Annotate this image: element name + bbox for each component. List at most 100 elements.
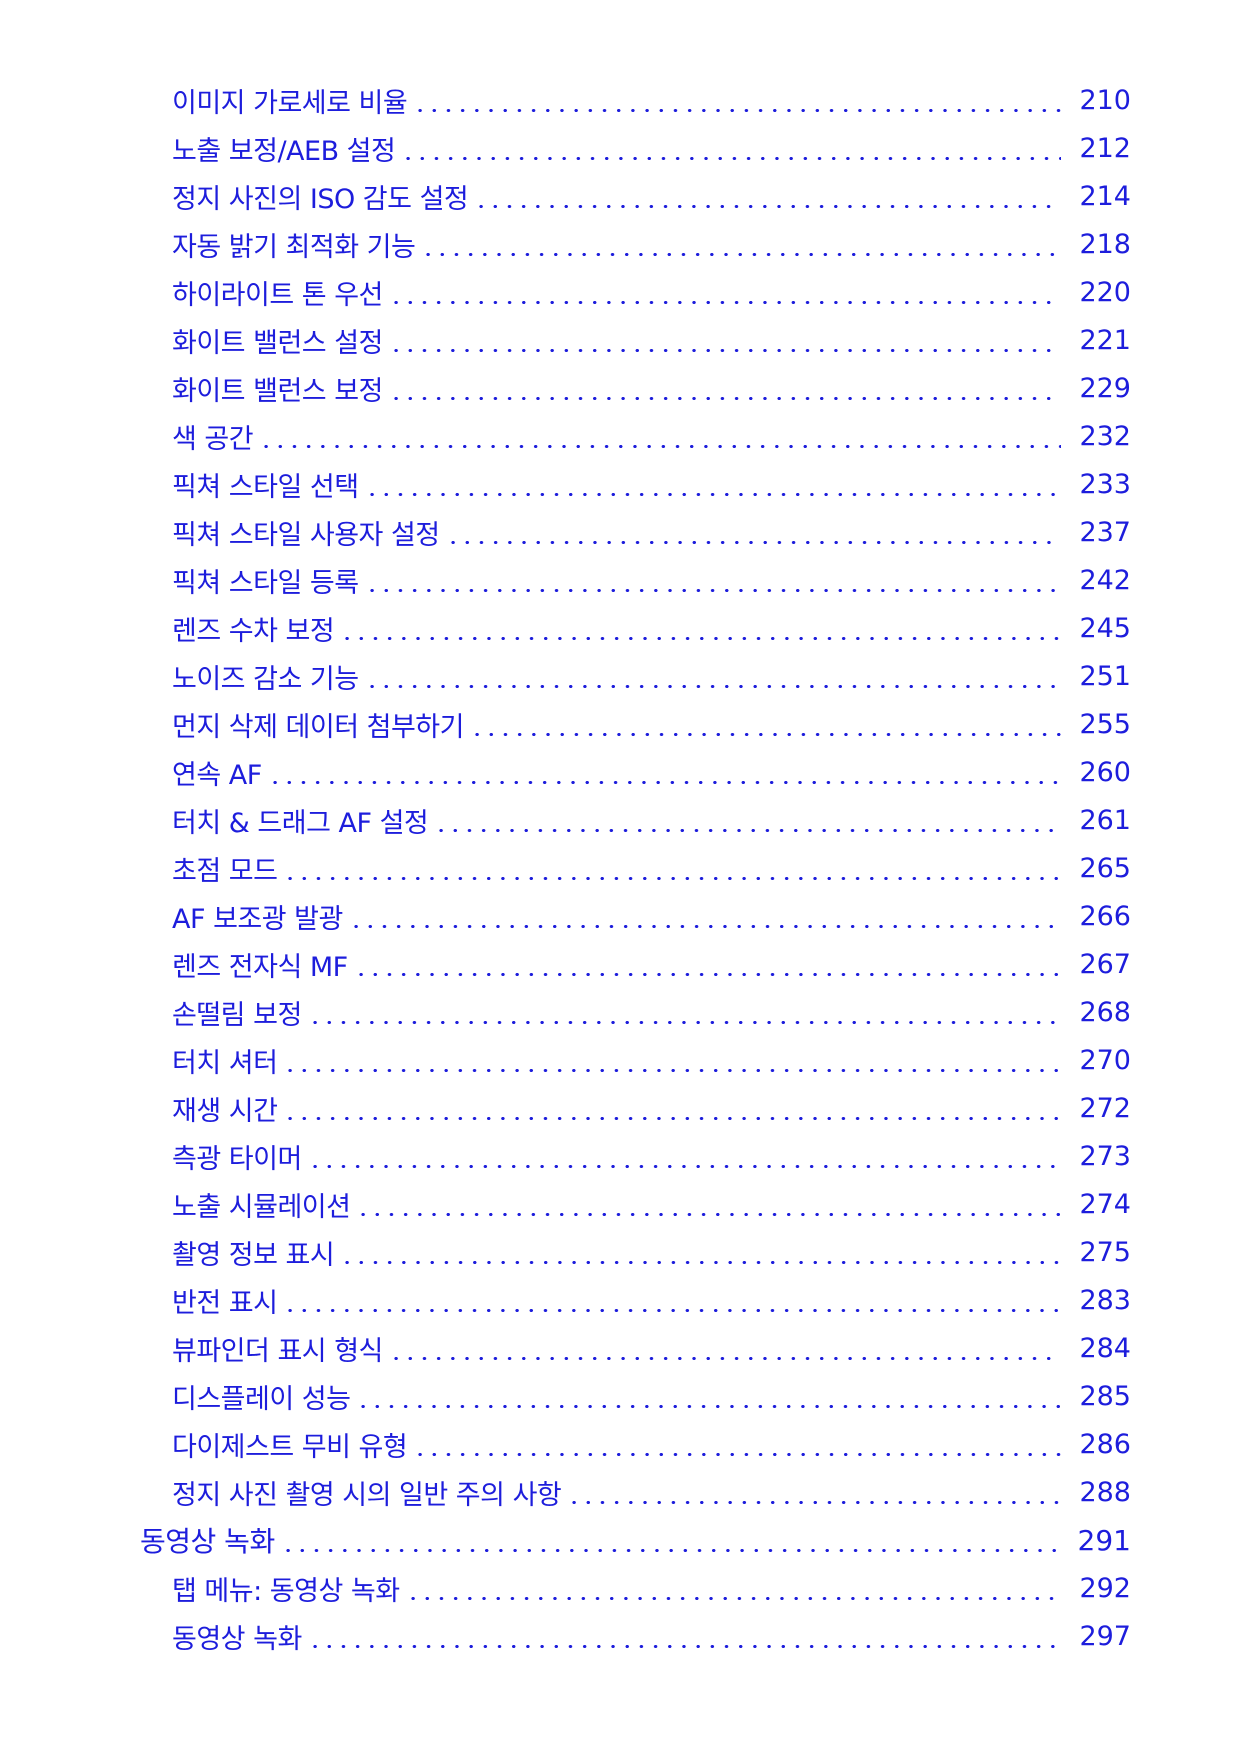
toc-entry[interactable]: 먼지 삭제 데이터 첨부하기 255	[0, 700, 1241, 748]
toc-entry[interactable]: 초점 모드 265	[0, 844, 1241, 892]
toc-dot-leader	[421, 253, 1062, 256]
toc-entry-title: 터치 셔터	[172, 1047, 278, 1079]
toc-entry-page-number: 220	[1079, 276, 1131, 308]
toc-entry-title: 탭 메뉴: 동영상 녹화	[172, 1575, 400, 1607]
toc-dot-leader	[283, 877, 1062, 880]
toc-entry-title: 재생 시간	[172, 1095, 278, 1127]
toc-entry[interactable]: 디스플레이 성능 285	[0, 1372, 1241, 1420]
toc-entry[interactable]: 하이라이트 톤 우선 220	[0, 268, 1241, 316]
table-of-contents: 이미지 가로세로 비율 210 노출 보정/AEB 설정 212 정지 사진의 ISO …	[0, 76, 1241, 1660]
toc-entry[interactable]: 픽쳐 스타일 등록 242	[0, 556, 1241, 604]
toc-entry[interactable]: 자동 밝기 최적화 기능 218	[0, 220, 1241, 268]
toc-entry[interactable]: 픽쳐 스타일 선택 233	[0, 460, 1241, 508]
toc-dot-leader	[413, 1453, 1062, 1456]
toc-entry-title: 다이제스트 무비 유형	[172, 1431, 408, 1463]
toc-entry[interactable]: 노출 시뮬레이션 274	[0, 1180, 1241, 1228]
toc-entry-page-number: 214	[1079, 180, 1131, 212]
toc-entry[interactable]: 동영상 녹화 297	[0, 1612, 1241, 1660]
toc-entry-page-number: 221	[1079, 324, 1131, 356]
toc-entry[interactable]: 촬영 정보 표시 275	[0, 1228, 1241, 1276]
toc-entry-title: 동영상 녹화	[172, 1623, 302, 1655]
toc-entry[interactable]: 탭 메뉴: 동영상 녹화 292	[0, 1564, 1241, 1612]
toc-dot-leader	[259, 445, 1062, 448]
toc-entry-title: 이미지 가로세로 비율	[172, 87, 408, 119]
toc-entry-page-number: 210	[1079, 84, 1131, 116]
toc-entry[interactable]: 재생 시간 272	[0, 1084, 1241, 1132]
toc-entry-page-number: 266	[1079, 900, 1131, 932]
toc-dot-leader	[307, 1021, 1062, 1024]
toc-entry-title: AF 보조광 발광	[172, 903, 343, 935]
toc-entry-page-number: 270	[1079, 1044, 1131, 1076]
toc-entry[interactable]: 노이즈 감소 기능 251	[0, 652, 1241, 700]
toc-entry[interactable]: 렌즈 전자식 MF 267	[0, 940, 1241, 988]
toc-dot-leader	[364, 685, 1062, 688]
toc-entry[interactable]: 손떨림 보정 268	[0, 988, 1241, 1036]
toc-dot-leader	[364, 493, 1062, 496]
toc-entry-title: 먼지 삭제 데이터 첨부하기	[172, 711, 465, 743]
toc-entry-title: 노출 시뮬레이션	[172, 1191, 351, 1223]
toc-dot-leader	[474, 205, 1062, 208]
toc-entry[interactable]: 정지 사진의 ISO 감도 설정 214	[0, 172, 1241, 220]
toc-entry-title: 픽쳐 스타일 등록	[172, 567, 359, 599]
toc-dot-leader	[388, 349, 1062, 352]
toc-entry-title: 화이트 밸런스 보정	[172, 375, 383, 407]
toc-entry[interactable]: 정지 사진 촬영 시의 일반 주의 사항 288	[0, 1468, 1241, 1516]
toc-entry[interactable]: 렌즈 수차 보정 245	[0, 604, 1241, 652]
toc-dot-leader	[401, 157, 1062, 160]
toc-dot-leader	[307, 1165, 1062, 1168]
toc-entry[interactable]: 터치 셔터 270	[0, 1036, 1241, 1084]
toc-entry-page-number: 218	[1079, 228, 1131, 260]
toc-entry[interactable]: 다이제스트 무비 유형 286	[0, 1420, 1241, 1468]
toc-entry-title: 픽쳐 스타일 사용자 설정	[172, 519, 440, 551]
toc-entry-page-number: 229	[1079, 372, 1131, 404]
toc-entry-page-number: 237	[1079, 516, 1131, 548]
toc-entry-title: 렌즈 전자식 MF	[172, 951, 348, 983]
toc-entry-page-number: 245	[1079, 612, 1131, 644]
toc-entry[interactable]: 연속 AF 260	[0, 748, 1241, 796]
toc-entry-page-number: 292	[1079, 1572, 1131, 1604]
toc-entry-page-number: 288	[1079, 1476, 1131, 1508]
toc-entry[interactable]: 화이트 밸런스 설정 221	[0, 316, 1241, 364]
toc-dot-leader	[280, 1549, 1060, 1552]
toc-dot-leader	[307, 1645, 1062, 1648]
toc-dot-leader	[413, 109, 1062, 112]
toc-entry-page-number: 273	[1079, 1140, 1131, 1172]
toc-entry-title: 촬영 정보 표시	[172, 1239, 335, 1271]
toc-entry-page-number: 251	[1079, 660, 1131, 692]
toc-entry[interactable]: 반전 표시 283	[0, 1276, 1241, 1324]
toc-entry-title: 정지 사진 촬영 시의 일반 주의 사항	[172, 1479, 562, 1511]
toc-dot-leader	[283, 1309, 1062, 1312]
toc-entry-title: 동영상 녹화	[140, 1525, 275, 1558]
toc-dot-leader	[388, 397, 1062, 400]
toc-entry[interactable]: 뷰파인더 표시 형식 284	[0, 1324, 1241, 1372]
toc-entry[interactable]: 색 공간 232	[0, 412, 1241, 460]
toc-entry-title: 노이즈 감소 기능	[172, 663, 359, 695]
toc-entry[interactable]: 터치 & 드래그 AF 설정 261	[0, 796, 1241, 844]
toc-dot-leader	[388, 301, 1062, 304]
toc-entry[interactable]: 이미지 가로세로 비율 210	[0, 76, 1241, 124]
toc-entry-title: 정지 사진의 ISO 감도 설정	[172, 183, 469, 215]
toc-entry[interactable]: 픽쳐 스타일 사용자 설정 237	[0, 508, 1241, 556]
toc-dot-leader	[405, 1597, 1062, 1600]
toc-entry-page-number: 285	[1079, 1380, 1131, 1412]
toc-entry-title: 하이라이트 톤 우선	[172, 279, 383, 311]
toc-entry[interactable]: 화이트 밸런스 보정 229	[0, 364, 1241, 412]
toc-entry-page-number: 255	[1079, 708, 1131, 740]
toc-entry[interactable]: 노출 보정/AEB 설정 212	[0, 124, 1241, 172]
toc-entry-page-number: 232	[1079, 420, 1131, 452]
toc-dot-leader	[267, 781, 1062, 784]
toc-entry-title: 측광 타이머	[172, 1143, 302, 1175]
toc-entry-page-number: 268	[1079, 996, 1131, 1028]
toc-entry-page-number: 284	[1079, 1332, 1131, 1364]
toc-entry[interactable]: 동영상 녹화 291	[0, 1516, 1241, 1564]
toc-entry-title: 반전 표시	[172, 1287, 278, 1319]
toc-entry-title: 노출 보정/AEB 설정	[172, 135, 396, 167]
toc-entry[interactable]: AF 보조광 발광 266	[0, 892, 1241, 940]
toc-entry-page-number: 297	[1079, 1620, 1131, 1652]
toc-entry-title: 화이트 밸런스 설정	[172, 327, 383, 359]
toc-entry[interactable]: 측광 타이머 273	[0, 1132, 1241, 1180]
toc-entry-page-number: 283	[1079, 1284, 1131, 1316]
toc-entry-title: 초점 모드	[172, 855, 278, 887]
toc-entry-title: 렌즈 수차 보정	[172, 615, 335, 647]
toc-entry-page-number: 267	[1079, 948, 1131, 980]
